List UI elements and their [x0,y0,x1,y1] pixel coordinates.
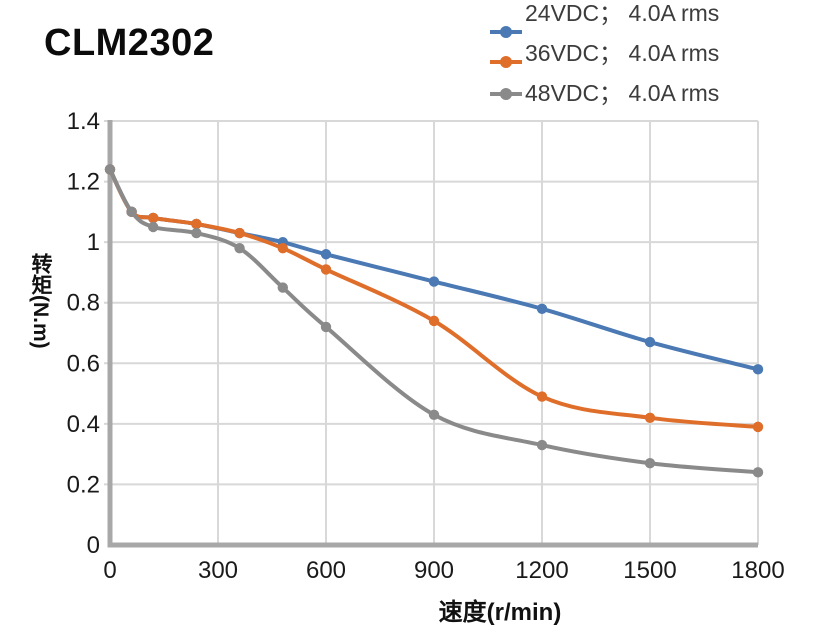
series-2-data-point [126,206,137,218]
legend-line-dot-icon [490,56,522,68]
legend-line-dot-icon [490,26,522,38]
series-2-data-point [104,164,116,175]
x-tick-label: 1800 [731,557,784,584]
chart-title: CLM2302 [44,22,215,64]
series-2-data-point [277,282,288,293]
y-tick-label: 1 [87,229,100,256]
series-2-data-point [536,439,548,451]
series-0-data-point [752,364,764,375]
series-2-data-point [644,458,656,469]
series-1-data-point [644,412,656,423]
y-tick-label: 0.2 [67,471,100,498]
y-tick-label: 0.8 [67,290,100,317]
legend-line-dot-icon [490,88,522,100]
x-tick-label: 0 [103,557,116,584]
series-2-data-point [752,467,764,478]
series-0-data-point [536,303,548,314]
series-0-data-point [644,336,656,348]
legend: 24VDC； 4.0A rms 36VDC； 4.0A rms 48VDC； 4… [482,0,802,112]
x-tick-label: 1500 [623,557,676,584]
legend-label-36vdc: 36VDC； 4.0A rms [525,40,720,66]
legend-label-24vdc: 24VDC； 4.0A rms [525,0,720,26]
y-tick-label: 0.4 [67,411,100,438]
y-tick-label: 0.6 [67,350,100,377]
series-1-data-point [536,391,548,402]
series-1-data-point [234,227,245,239]
series-1-data-point [320,264,332,275]
x-axis-title: 速度(r/min) [438,599,562,626]
series-2-data-point [191,227,202,239]
series-1-data-point [277,243,288,254]
y-tick-label: 1.2 [67,169,100,196]
x-tick-label: 600 [306,557,346,584]
series-2-data-point [320,321,332,333]
series-0-data-point [320,249,332,260]
series-1-data-point [752,421,764,433]
series-0-data-point [428,276,440,287]
series-1-data-point [191,218,202,230]
x-tick-label: 900 [414,557,454,584]
y-tick-label: 1.4 [67,108,100,135]
legend-label-48vdc: 48VDC； 4.0A rms [525,80,720,106]
series-1-data-point [428,315,440,327]
y-tick-label: 0 [87,532,100,559]
x-tick-label: 1200 [515,557,568,584]
series-1-data-point [148,212,159,224]
series-2-data-point [148,221,159,233]
x-tick-label: 300 [198,557,238,584]
y-axis-title: 转矩(N.m) [29,253,52,349]
series-2-data-point [428,409,440,420]
series-2-data-point [234,243,245,254]
